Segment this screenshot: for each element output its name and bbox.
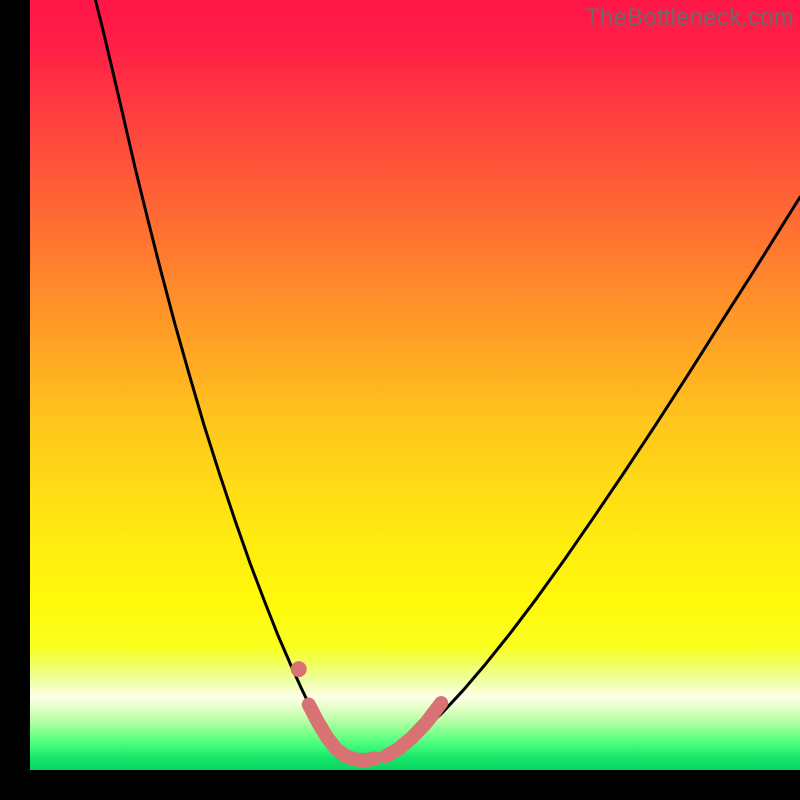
chart-plot-area [30,0,800,770]
chart-svg [30,0,800,770]
watermark-label: TheBottleneck.com [585,4,794,32]
chart-background [30,0,800,770]
marker-dot [291,661,307,677]
